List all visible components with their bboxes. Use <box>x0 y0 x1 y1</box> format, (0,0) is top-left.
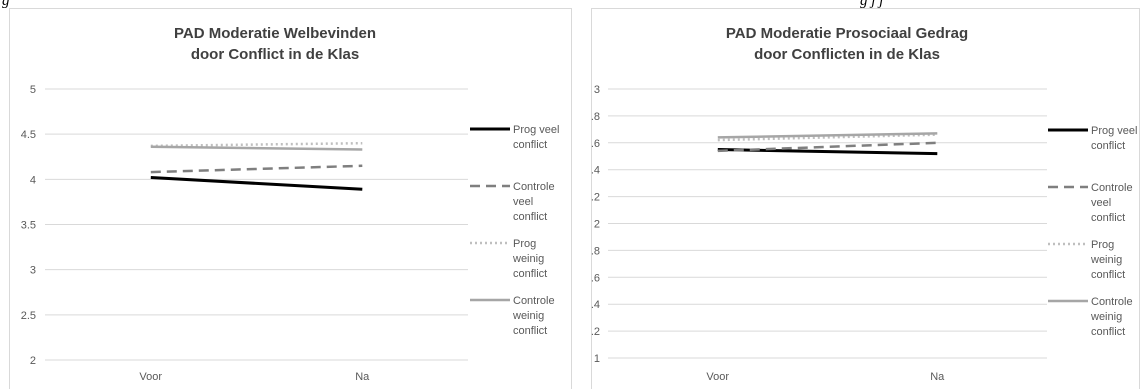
left-y-tick-label: 3.5 <box>21 220 36 232</box>
right-legend-label-2: Controle veel conflict <box>1091 182 1133 224</box>
right-title-line-2: door Conflicten in de Klas <box>754 46 940 63</box>
right-legend-label-1: Prog veel conflict <box>1091 125 1137 152</box>
left-y-tick-label: 4.5 <box>21 129 36 141</box>
right-y-tick-label: 1.8 <box>591 245 600 257</box>
chart-welbevinden-svg: PAD Moderatie Welbevinden door Conflict i… <box>9 8 572 389</box>
right-y-tick-label: 2.4 <box>591 165 600 177</box>
left-x-tick-label: Voor <box>139 371 162 383</box>
left-y-tick-label: 2 <box>30 355 36 367</box>
left-legend-label-3: Prog weinig conflict <box>512 238 547 280</box>
left-title-line-1: PAD Moderatie Welbevinden <box>174 25 376 42</box>
right-series-line-2 <box>717 141 938 153</box>
right-y-tick-label: 2 <box>594 219 600 231</box>
right-legend-label-3: Prog weinig conflict <box>1090 239 1125 281</box>
left-series-line-1 <box>150 176 363 191</box>
right-y-tick-label: 2.6 <box>591 138 600 150</box>
right-x-tick-label: Voor <box>706 371 729 383</box>
right-title-line-1: PAD Moderatie Prosociaal Gedrag <box>726 25 968 42</box>
left-series-line-4 <box>150 145 363 151</box>
right-legend-label-4: Controle weinig conflict <box>1090 296 1133 338</box>
figure-caption-left: g <box>2 0 10 8</box>
left-series-line-2 <box>150 164 363 174</box>
right-frame <box>591 8 1140 389</box>
right-series-line-3 <box>717 133 938 142</box>
right-series-line-4 <box>717 132 938 139</box>
right-y-tick-label: 1.2 <box>591 326 600 338</box>
right-y-tick-label: 2.2 <box>591 192 600 204</box>
right-y-tick-label: 1.6 <box>591 272 600 284</box>
left-y-tick-label: 5 <box>30 84 36 96</box>
right-y-tick-label: 1.4 <box>591 299 600 311</box>
left-legend-label-2: Controle veel conflict <box>513 181 555 223</box>
right-x-tick-label: Na <box>930 371 945 383</box>
left-y-tick-label: 3 <box>30 265 36 277</box>
left-y-tick-label: 4 <box>30 174 36 186</box>
chart-prosociaal-svg: PAD Moderatie Prosociaal Gedrag door Conf… <box>591 8 1140 389</box>
chart-welbevinden: PAD Moderatie Welbevinden door Conflict i… <box>9 8 572 389</box>
chart-prosociaal: PAD Moderatie Prosociaal Gedrag door Conf… <box>591 0 1144 389</box>
right-y-tick-label: 3 <box>594 84 600 96</box>
right-y-tick-label: 2.8 <box>591 111 600 123</box>
left-legend-label-1: Prog veel conflict <box>513 124 559 151</box>
left-title-line-2: door Conflict in de Klas <box>191 46 359 63</box>
left-legend-label-4: Controle weinig conflict <box>512 295 555 337</box>
left-x-tick-label: Na <box>355 371 370 383</box>
left-frame <box>9 8 572 389</box>
left-y-tick-label: 2.5 <box>21 310 36 322</box>
left-series-line-3 <box>150 141 363 148</box>
figure-caption-right: g j j <box>860 0 884 8</box>
right-y-tick-label: 1 <box>594 353 600 365</box>
